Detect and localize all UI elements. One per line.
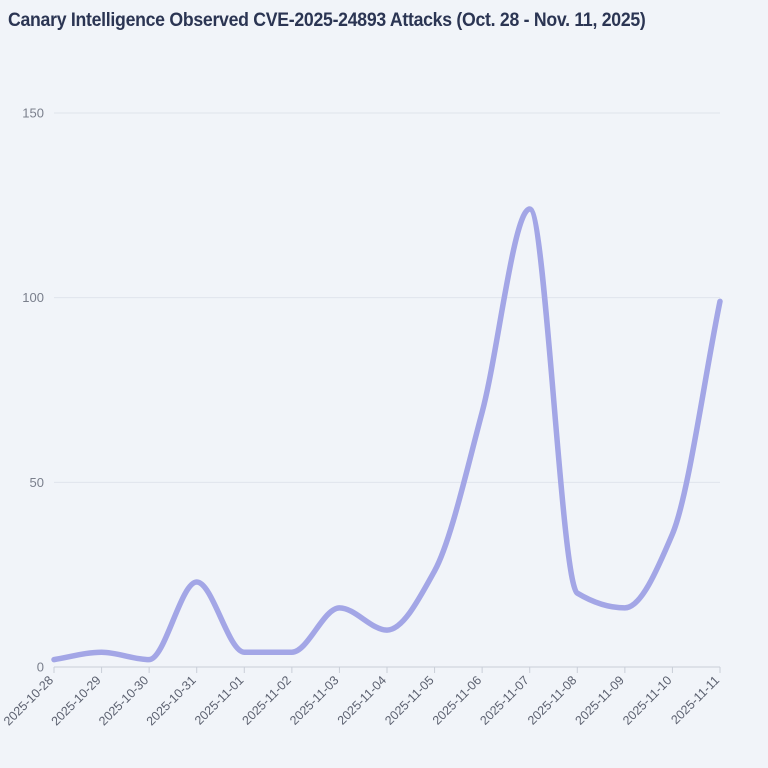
data-point[interactable] <box>527 207 532 212</box>
data-point[interactable] <box>385 628 390 633</box>
x-tick-label: 2025-11-11 <box>668 673 722 727</box>
x-tick-label: 2025-10-31 <box>144 673 199 728</box>
x-tick-label: 2025-11-10 <box>620 673 674 727</box>
x-tick-label: 2025-10-29 <box>49 673 104 728</box>
y-tick-label: 100 <box>22 290 44 305</box>
data-point[interactable] <box>289 650 294 655</box>
y-tick-label: 0 <box>37 660 44 675</box>
x-tick-label: 2025-11-03 <box>287 673 341 727</box>
data-point[interactable] <box>718 299 723 304</box>
x-tick-label: 2025-11-08 <box>525 673 579 727</box>
data-point[interactable] <box>670 532 675 537</box>
chart-title: Canary Intelligence Observed CVE-2025-24… <box>8 10 646 31</box>
x-tick-label: 2025-11-07 <box>477 673 531 727</box>
data-point[interactable] <box>480 410 485 415</box>
attacks-series-line <box>51 206 723 663</box>
data-point[interactable] <box>99 650 104 655</box>
x-tick-label: 2025-11-09 <box>573 673 627 727</box>
x-tick-label: 2025-11-05 <box>382 673 436 727</box>
x-tick-label: 2025-10-30 <box>96 673 151 728</box>
data-point[interactable] <box>194 580 199 585</box>
data-point[interactable] <box>432 568 437 573</box>
data-point[interactable] <box>52 657 57 662</box>
data-point[interactable] <box>242 650 247 655</box>
data-point[interactable] <box>575 591 580 596</box>
y-tick-label: 50 <box>30 475 44 490</box>
x-tick-label: 2025-11-02 <box>240 673 294 727</box>
x-tick-label: 2025-11-06 <box>430 673 484 727</box>
data-point[interactable] <box>147 657 152 662</box>
x-tick-label: 2025-10-28 <box>1 673 56 728</box>
x-tick-label: 2025-11-01 <box>192 673 246 727</box>
data-point[interactable] <box>337 605 342 610</box>
x-tick-label: 2025-11-04 <box>335 673 389 727</box>
data-point[interactable] <box>622 605 627 610</box>
y-tick-label: 150 <box>22 106 44 121</box>
